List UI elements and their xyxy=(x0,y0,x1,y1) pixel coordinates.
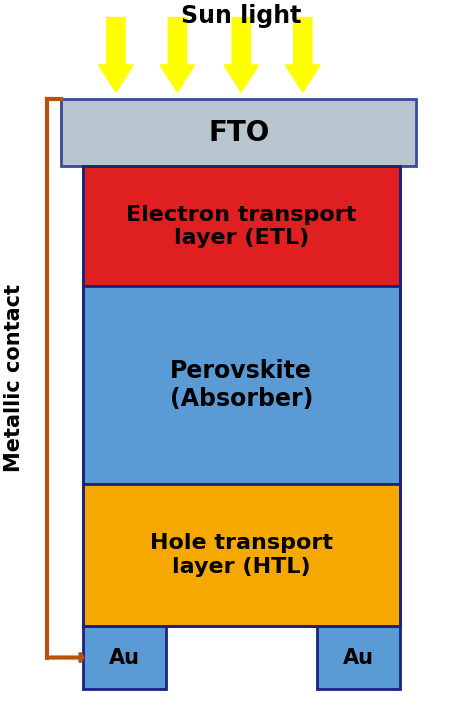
Text: Metallic contact: Metallic contact xyxy=(4,284,24,472)
Bar xyxy=(83,484,400,626)
Text: Au: Au xyxy=(109,648,140,667)
FancyArrow shape xyxy=(224,18,258,92)
Text: Sun light: Sun light xyxy=(181,4,301,28)
Text: Au: Au xyxy=(343,648,374,667)
Text: FTO: FTO xyxy=(208,119,270,146)
FancyArrow shape xyxy=(160,18,194,92)
Bar xyxy=(83,286,400,484)
FancyArrow shape xyxy=(99,18,133,92)
Bar xyxy=(61,99,416,166)
Bar xyxy=(317,626,400,689)
FancyArrow shape xyxy=(286,18,320,92)
Text: Perovskite
(Absorber): Perovskite (Absorber) xyxy=(169,359,313,411)
Text: Hole transport
layer (HTL): Hole transport layer (HTL) xyxy=(150,533,333,577)
Bar xyxy=(83,166,400,626)
Bar xyxy=(83,626,166,689)
Bar xyxy=(83,166,400,286)
Text: Electron transport
layer (ETL): Electron transport layer (ETL) xyxy=(126,204,357,248)
